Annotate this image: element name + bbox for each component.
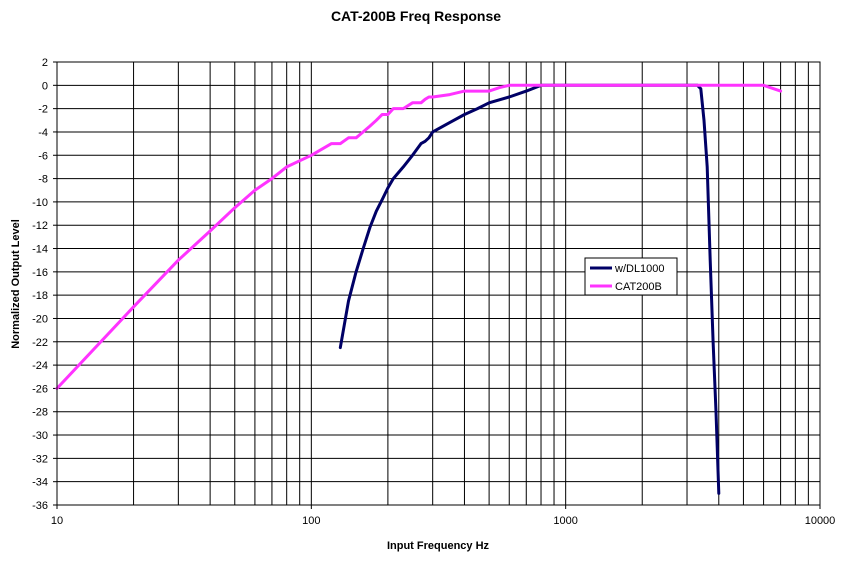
y-tick-label: -22 — [32, 337, 48, 349]
y-tick-label: -20 — [32, 313, 48, 325]
x-axis-ticks: 10 100 1000 10000 — [51, 505, 835, 527]
y-tick-label: -14 — [32, 244, 48, 256]
legend-label-w-dl1000: w/DL1000 — [614, 263, 665, 275]
y-tick-label: -24 — [32, 360, 48, 372]
y-axis-ticks: 2 0 -2 -4 -6 -8 -10 -12 -14 -16 -18 -20 -22 -24 -26 -28… — [32, 57, 57, 512]
series-lines — [55, 83, 783, 495]
y-tick-label: -6 — [38, 150, 48, 162]
y-tick-label: -18 — [32, 290, 48, 302]
y-tick-label: -30 — [32, 430, 48, 442]
legend: w/DL1000 CAT200B — [584, 257, 678, 296]
y-tick-label: 0 — [42, 80, 48, 92]
x-tick-label: 1000 — [553, 515, 577, 527]
x-tick-label: 10000 — [805, 515, 836, 527]
legend-label-cat200b: CAT200B — [615, 281, 662, 293]
x-axis-label: Input Frequency Hz — [387, 540, 490, 552]
y-tick-label: -8 — [38, 174, 48, 186]
y-tick-label: -32 — [32, 453, 48, 465]
plot-area — [57, 62, 820, 505]
y-tick-label: -2 — [38, 104, 48, 116]
series-line-w-dl1000 — [338, 83, 721, 495]
y-tick-label: -4 — [38, 127, 48, 139]
x-tick-label: 10 — [51, 515, 63, 527]
x-tick-label: 100 — [302, 515, 320, 527]
y-tick-label: -28 — [32, 407, 48, 419]
y-tick-label: -26 — [32, 383, 48, 395]
y-tick-label: -16 — [32, 267, 48, 279]
grid — [57, 62, 820, 505]
series-line-cat200b — [55, 83, 783, 390]
y-tick-label: -36 — [32, 500, 48, 512]
chart-title: CAT-200B Freq Response — [331, 8, 501, 24]
plot-border — [56, 61, 821, 506]
y-tick-label: -12 — [32, 220, 48, 232]
y-tick-label: -10 — [32, 197, 48, 209]
y-tick-label: 2 — [42, 57, 48, 69]
legend-box — [584, 257, 678, 296]
y-axis-label: Normalized Output Level — [10, 219, 22, 349]
y-tick-label: -34 — [32, 477, 48, 489]
